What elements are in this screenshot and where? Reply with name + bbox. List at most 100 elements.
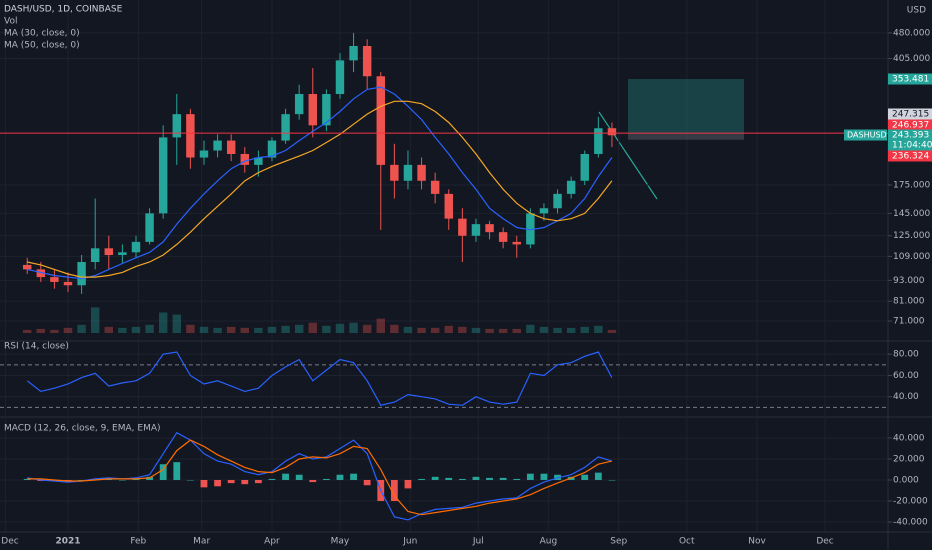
volume-bar (308, 322, 317, 333)
histogram-bar (608, 479, 616, 481)
price-badge-label: 243.393 (892, 131, 929, 141)
candle-body (539, 208, 549, 214)
volume-bar (430, 327, 440, 333)
candle-body (226, 140, 236, 154)
candle-body (158, 137, 168, 214)
y-tick-label: 60.00 (893, 371, 919, 381)
candle-body (512, 241, 521, 245)
volume-bar (63, 327, 73, 333)
histogram-bar (118, 479, 126, 481)
x-tick-label: Mar (193, 537, 210, 547)
candle-body (22, 264, 32, 270)
volume-bar (512, 328, 521, 333)
volume-bar (254, 327, 263, 333)
candle-body (594, 128, 603, 154)
histogram-bar (445, 477, 453, 480)
y-tick-label: 109.000 (893, 252, 930, 262)
candle-body (77, 262, 86, 286)
histogram-bar (594, 472, 602, 480)
x-tick-label: Dec (1, 537, 18, 547)
volume-bar (444, 325, 453, 333)
candle-body (526, 213, 535, 245)
y-tick-label: -40.000 (893, 518, 928, 528)
histogram-bar (268, 478, 276, 480)
histogram-bar (282, 473, 289, 480)
volume-bar (485, 328, 494, 333)
volume-bar (335, 323, 345, 333)
volume-bar (267, 326, 277, 333)
candle-body (240, 153, 249, 165)
candle-body (349, 46, 358, 61)
candle-body (498, 232, 508, 242)
volume-bar (403, 326, 413, 333)
indicator-line (26, 351, 613, 406)
candle-body (376, 76, 385, 165)
candle-body (281, 114, 290, 141)
volume-bar (186, 324, 195, 333)
volume-bar (90, 307, 100, 333)
price-badge (888, 150, 932, 162)
histogram-bar (458, 478, 466, 480)
histogram-bar (540, 473, 548, 480)
candle-body (186, 114, 195, 158)
volume-bar (566, 327, 576, 333)
volume-bar (594, 325, 603, 333)
volume-bar (580, 326, 589, 333)
symbol-label: DASHUSD (847, 131, 887, 140)
y-tick-label: 93.000 (893, 276, 925, 286)
moving-average (27, 100, 613, 278)
histogram-bar (404, 479, 412, 489)
x-tick-label: Oct (679, 537, 695, 547)
volume-bar (281, 325, 290, 333)
volume-bar (498, 328, 508, 333)
y-tick-label: 125.000 (893, 231, 930, 241)
symbol-badge (844, 129, 887, 141)
position-stop (628, 132, 744, 140)
volume-bar (607, 329, 617, 333)
y-tick-label: 405.000 (893, 54, 930, 64)
histogram-bar (486, 477, 493, 480)
candle-body (36, 269, 46, 278)
ma-label: MA (50, close, 0) (4, 41, 80, 51)
candle-body (444, 193, 453, 219)
candle-body (607, 128, 617, 136)
price-badge-label: 353.481 (892, 75, 929, 85)
candle-body (430, 180, 440, 194)
histogram-bar (241, 479, 249, 485)
candle-body (104, 248, 114, 256)
histogram-bar (23, 478, 31, 480)
volume-bar (50, 329, 59, 333)
price-badge (888, 108, 932, 120)
volume-bar (199, 326, 209, 333)
volume-bar (131, 326, 141, 333)
indicator-line (27, 439, 613, 516)
volume-bar (145, 324, 154, 333)
x-tick-label: Apr (264, 537, 280, 547)
candle-body (485, 224, 494, 233)
histogram-bar (499, 477, 507, 480)
volume-bar (526, 324, 535, 333)
candle-body (390, 164, 399, 181)
y-tick-label: -20.000 (893, 497, 928, 507)
candle-body (199, 150, 209, 158)
candle-body (118, 252, 127, 256)
candle-body (267, 140, 277, 158)
y-tick-label: 0.000 (893, 475, 919, 485)
volume-bar (362, 324, 372, 333)
x-tick-label: 2021 (55, 537, 80, 547)
volume-bar (104, 326, 114, 333)
histogram-bar (159, 464, 167, 480)
x-tick-label: Nov (748, 537, 766, 547)
candle-body (294, 94, 304, 115)
candle-body (335, 60, 345, 95)
volume-bar (349, 322, 358, 333)
histogram-bar (336, 474, 344, 480)
volume-bar (471, 327, 481, 333)
x-tick-label: Dec (816, 537, 833, 547)
candle-body (90, 248, 100, 263)
x-tick-label: Aug (540, 537, 558, 547)
volume-bar (553, 327, 562, 333)
x-tick-label: Jul (472, 537, 484, 547)
y-tick-label: 20.000 (893, 454, 925, 464)
